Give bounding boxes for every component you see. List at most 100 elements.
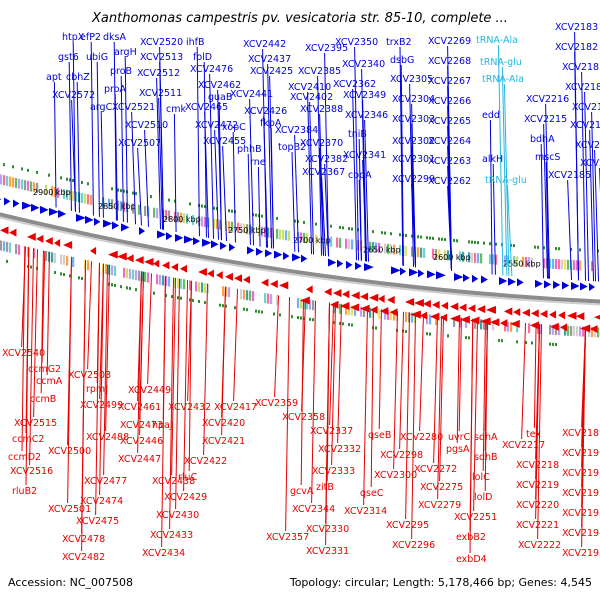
- rev-gene-arrow: [27, 232, 36, 241]
- leader-line: [71, 99, 77, 212]
- gc-mark: [219, 303, 221, 307]
- cog-mark-rev: [123, 267, 126, 278]
- leader-line: [131, 111, 137, 225]
- gene-label-bottom: XCV2280: [400, 432, 443, 443]
- fwd-gene-arrow: [229, 243, 236, 252]
- gc-mark: [153, 291, 155, 295]
- gc-mark: [300, 316, 302, 320]
- leader-line: [358, 179, 362, 261]
- leader-line: [100, 111, 104, 218]
- leader-line: [120, 75, 124, 222]
- gc-mark: [552, 342, 554, 346]
- gene-label-top: XCV2382: [305, 154, 348, 165]
- leader-line: [501, 66, 508, 276]
- cog-mark-fwd: [261, 226, 264, 237]
- cog-mark-fwd: [180, 212, 183, 223]
- leader-line: [300, 298, 304, 486]
- fwd-gene-arrow: [409, 268, 419, 277]
- fwd-gene-arrow: [211, 240, 219, 249]
- cog-mark-rev: [135, 270, 138, 281]
- cog-mark-fwd: [138, 204, 141, 215]
- leader-line: [324, 163, 330, 257]
- leader-line: [203, 283, 209, 456]
- rev-gene-arrow: [387, 295, 395, 304]
- gene-label-top: XCV2303: [392, 114, 435, 125]
- cog-mark-rev: [111, 265, 114, 276]
- leader-line: [257, 166, 261, 247]
- gene-label-top: XCV2520: [140, 37, 183, 48]
- leader-line: [433, 315, 439, 464]
- gene-label-bottom: XCV2482: [62, 552, 105, 563]
- gc-mark: [501, 339, 503, 343]
- gc-mark: [399, 233, 401, 237]
- gc-mark: [174, 199, 176, 203]
- cog-mark-fwd: [45, 184, 48, 195]
- gc-mark: [432, 236, 434, 240]
- cog-mark-rev: [201, 282, 204, 293]
- cog-mark-fwd: [372, 242, 375, 253]
- fwd-gene-arrow: [292, 253, 301, 262]
- map-title: Xanthomonas campestris pv. vesicatoria s…: [91, 11, 508, 26]
- gene-label-bottom: XCV2477: [84, 476, 127, 487]
- rev-gene-arrow: [414, 298, 424, 307]
- leader-line: [489, 119, 493, 275]
- gc-mark: [132, 191, 134, 195]
- fwd-gene-arrow: [562, 281, 570, 290]
- gene-label-bottom: zitB: [316, 482, 334, 493]
- leader-line: [21, 246, 26, 452]
- gene-label-top: XCV2442: [243, 39, 286, 50]
- gene-label-bottom: XCV2474: [80, 496, 123, 507]
- gc-mark: [189, 202, 191, 206]
- cog-mark-fwd: [444, 250, 447, 261]
- fwd-gene-arrow: [175, 233, 184, 242]
- cog-mark-fwd: [369, 241, 372, 252]
- cog-mark-fwd: [132, 203, 135, 214]
- gc-mark: [255, 213, 257, 217]
- gc-mark: [21, 167, 23, 171]
- gene-label-top: XCV2177: [570, 120, 600, 131]
- rev-gene-arrow: [380, 307, 389, 316]
- gc-mark: [468, 336, 470, 340]
- leader-line: [319, 147, 325, 256]
- leader-line: [581, 71, 587, 281]
- fwd-gene-arrow: [166, 232, 173, 241]
- cog-mark-fwd: [462, 251, 465, 262]
- cog-mark-fwd: [549, 258, 552, 269]
- rev-gene-arrow: [171, 263, 179, 272]
- cog-mark-fwd: [219, 219, 222, 230]
- cog-mark-rev: [195, 281, 198, 292]
- fwd-gene-arrow: [247, 246, 255, 255]
- gc-mark: [171, 295, 173, 299]
- gene-label-top: ubiG: [86, 52, 108, 63]
- cog-mark-rev: [270, 294, 273, 304]
- leader-line: [294, 134, 300, 253]
- gc-mark: [453, 238, 455, 242]
- gene-label-top: XCV2350: [335, 37, 378, 48]
- leader-line: [456, 317, 460, 444]
- cog-mark-rev: [165, 275, 168, 286]
- fwd-gene-arrow: [193, 237, 201, 246]
- rev-gene-arrow: [0, 226, 9, 235]
- cog-mark-fwd: [576, 260, 579, 271]
- gene-label-bottom: XCV2421: [202, 436, 245, 447]
- cog-mark-fwd: [405, 245, 408, 256]
- leader-line: [337, 304, 343, 444]
- gene-label-top: XCV2265: [428, 116, 471, 127]
- cog-mark-fwd: [378, 242, 381, 253]
- rev-gene-arrow: [90, 246, 97, 255]
- rev-gene-arrow: [510, 319, 520, 328]
- rev-gene-arrow: [234, 274, 243, 283]
- gene-label-top: XCV2215: [524, 114, 567, 125]
- gene-label-top: trxB2: [386, 37, 412, 48]
- gene-label-top: XCV2437: [248, 54, 291, 65]
- cog-mark-fwd: [36, 182, 39, 193]
- gene-label-bottom: XCV2447: [118, 454, 161, 465]
- cog-mark-fwd: [120, 201, 123, 212]
- leader-line: [484, 320, 488, 492]
- gc-mark: [315, 222, 317, 226]
- gene-label-top: XCV2370: [300, 138, 343, 149]
- leader-line: [33, 249, 39, 418]
- cog-mark-fwd: [258, 226, 261, 237]
- cog-mark-fwd: [183, 213, 186, 224]
